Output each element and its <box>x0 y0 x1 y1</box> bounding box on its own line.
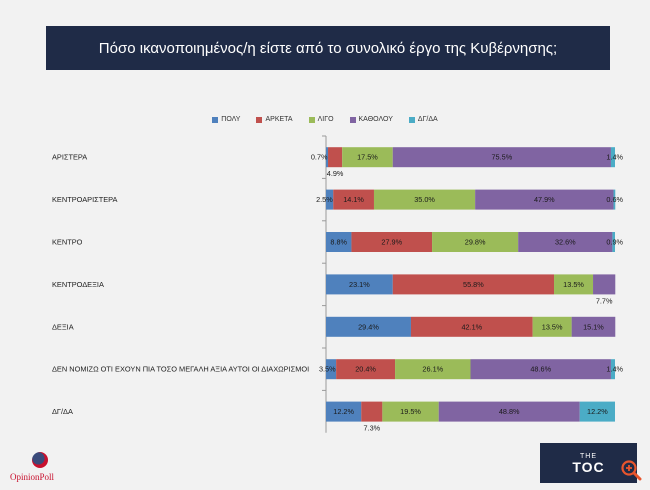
legend-swatch <box>349 116 356 123</box>
bar-segment-series-2 <box>395 359 471 380</box>
bar-segment-series-0 <box>326 147 329 168</box>
data-label: 8.8% <box>330 238 347 247</box>
bar-segment-series-2 <box>382 401 439 422</box>
data-label: 1.4% <box>606 365 623 374</box>
data-label: 35.0% <box>414 195 435 204</box>
data-label: 7.7% <box>596 296 613 305</box>
bar-segment-series-2 <box>532 316 572 337</box>
legend-label: ΛΙΓΟ <box>317 116 334 123</box>
data-label: 42.1% <box>461 322 482 331</box>
bar-segment-series-1 <box>336 359 396 380</box>
chart-title: Πόσο ικανοποιημένος/η είστε από το συνολ… <box>98 39 558 57</box>
the-toc-logo-main: TOC <box>572 458 605 475</box>
bar-segment-series-3 <box>475 189 614 210</box>
legend-label: ΚΑΘΟΛΟΥ <box>358 116 393 123</box>
legend-item-series-0: ΠΟΛΥ <box>212 116 240 123</box>
opinion-poll-logo-text: OpinionPoll <box>10 472 55 482</box>
bar-segment-series-0 <box>326 189 334 210</box>
legend-label: ΔΓ/ΔΑ <box>417 116 438 123</box>
data-label: 2.5% <box>316 195 333 204</box>
legend-label: ΑΡΚΕΤΑ <box>265 116 293 123</box>
category-label: ΑΡΙΣΤΕΡΑ <box>52 153 87 162</box>
data-label: 12.2% <box>333 407 354 416</box>
data-label: 0.7% <box>311 153 328 162</box>
data-label: 27.9% <box>381 238 402 247</box>
bar-segment-series-0 <box>326 232 352 252</box>
bar-segment-series-4 <box>610 359 615 380</box>
category-label: ΚΕΝΤΡΟ <box>52 238 83 247</box>
data-label: 17.5% <box>357 153 378 162</box>
bar-segment-series-1 <box>392 274 555 295</box>
legend-swatch <box>408 116 415 123</box>
opinion-poll-logo: OpinionPoll <box>10 452 100 486</box>
bar-segment-series-2 <box>432 232 519 252</box>
legend-item-series-4: ΔΓ/ΔΑ <box>408 116 438 123</box>
data-label: 26.1% <box>422 365 443 374</box>
legend-item-series-2: ΛΙΓΟ <box>308 116 334 123</box>
category-label: ΚΕΝΤΡΟΔΕΞΙΑ <box>52 280 104 289</box>
bar-segment-series-4 <box>613 189 616 210</box>
bar-segment-series-3 <box>470 359 611 380</box>
bar-segment-series-3 <box>571 316 616 337</box>
bar-segment-series-4 <box>579 401 615 422</box>
data-label: 48.8% <box>499 407 520 416</box>
data-label: 7.3% <box>363 424 380 433</box>
data-label: 14.1% <box>343 195 364 204</box>
data-label: 13.5% <box>563 280 584 289</box>
bar-segment-series-2 <box>554 274 594 295</box>
bar-segment-series-1 <box>333 189 374 210</box>
data-label: 20.4% <box>355 365 376 374</box>
data-label: 0.6% <box>606 195 623 204</box>
chart-legend: ΠΟΛΥ ΑΡΚΕΤΑ ΛΙΓΟ ΚΑΘΟΛΟΥ ΔΓ/ΔΑ <box>0 116 650 123</box>
bar-segment-series-1 <box>361 401 383 422</box>
data-label: 75.5% <box>492 153 513 162</box>
data-label: 3.5% <box>319 365 336 374</box>
the-toc-logo: THE TOC <box>540 443 637 483</box>
legend-swatch <box>212 116 219 123</box>
data-label: 0.9% <box>606 238 623 247</box>
category-label: ΚΕΝΤΡΟΑΡΙΣΤΕΡΑ <box>52 195 118 204</box>
data-label: 29.8% <box>465 238 486 247</box>
category-label: ΔΓ/ΔΑ <box>52 407 73 416</box>
bar-segment-series-1 <box>410 316 533 337</box>
data-label: 15.1% <box>583 322 604 331</box>
data-label: 23.1% <box>349 280 370 289</box>
bar-segment-series-0 <box>326 274 393 295</box>
data-label: 4.9% <box>327 169 344 178</box>
data-label: 13.5% <box>542 322 563 331</box>
data-label: 48.6% <box>530 365 551 374</box>
data-label: 55.8% <box>463 280 484 289</box>
legend-label: ΠΟΛΥ <box>221 116 241 123</box>
legend-item-series-1: ΑΡΚΕΤΑ <box>256 116 293 123</box>
bar-segment-series-1 <box>328 147 343 168</box>
legend-swatch <box>308 116 315 123</box>
legend-item-series-3: ΚΑΘΟΛΟΥ <box>349 116 393 123</box>
bar-segment-series-2 <box>373 189 476 210</box>
legend-swatch <box>256 116 263 123</box>
bar-segment-series-4 <box>612 232 615 252</box>
data-label: 29.4% <box>358 322 379 331</box>
bar-segment-series-4 <box>610 147 615 168</box>
zoom-in-icon[interactable] <box>620 459 642 481</box>
bar-segment-series-1 <box>351 232 433 252</box>
bar-segment-series-0 <box>326 316 411 337</box>
bar-segment-series-3 <box>392 147 611 168</box>
data-label: 1.4% <box>606 153 623 162</box>
bar-segment-series-3 <box>593 274 616 295</box>
bar-segment-series-2 <box>342 147 393 168</box>
bar-segment-series-0 <box>326 401 362 422</box>
opinion-poll-emblem-icon <box>32 452 48 468</box>
the-toc-logo-small: THE <box>580 452 597 460</box>
chart-title-box: Πόσο ικανοποιημένος/η είστε από το συνολ… <box>46 26 610 70</box>
data-label: 12.2% <box>587 407 608 416</box>
data-label: 19.5% <box>400 407 421 416</box>
bar-segment-series-3 <box>438 401 580 422</box>
data-label: 32.6% <box>555 238 576 247</box>
bar-segment-series-3 <box>518 232 613 252</box>
data-label: 47.9% <box>534 195 555 204</box>
category-label: ΔΕΝ ΝΟΜΙΖΩ ΟΤΙ ΕΧΟΥΝ ΠΙΑ ΤΟΣΟ ΜΕΓΑΛΗ ΑΞΙ… <box>52 365 309 374</box>
category-label: ΔΕΞΙΑ <box>52 322 74 331</box>
bar-segment-series-0 <box>326 359 337 380</box>
